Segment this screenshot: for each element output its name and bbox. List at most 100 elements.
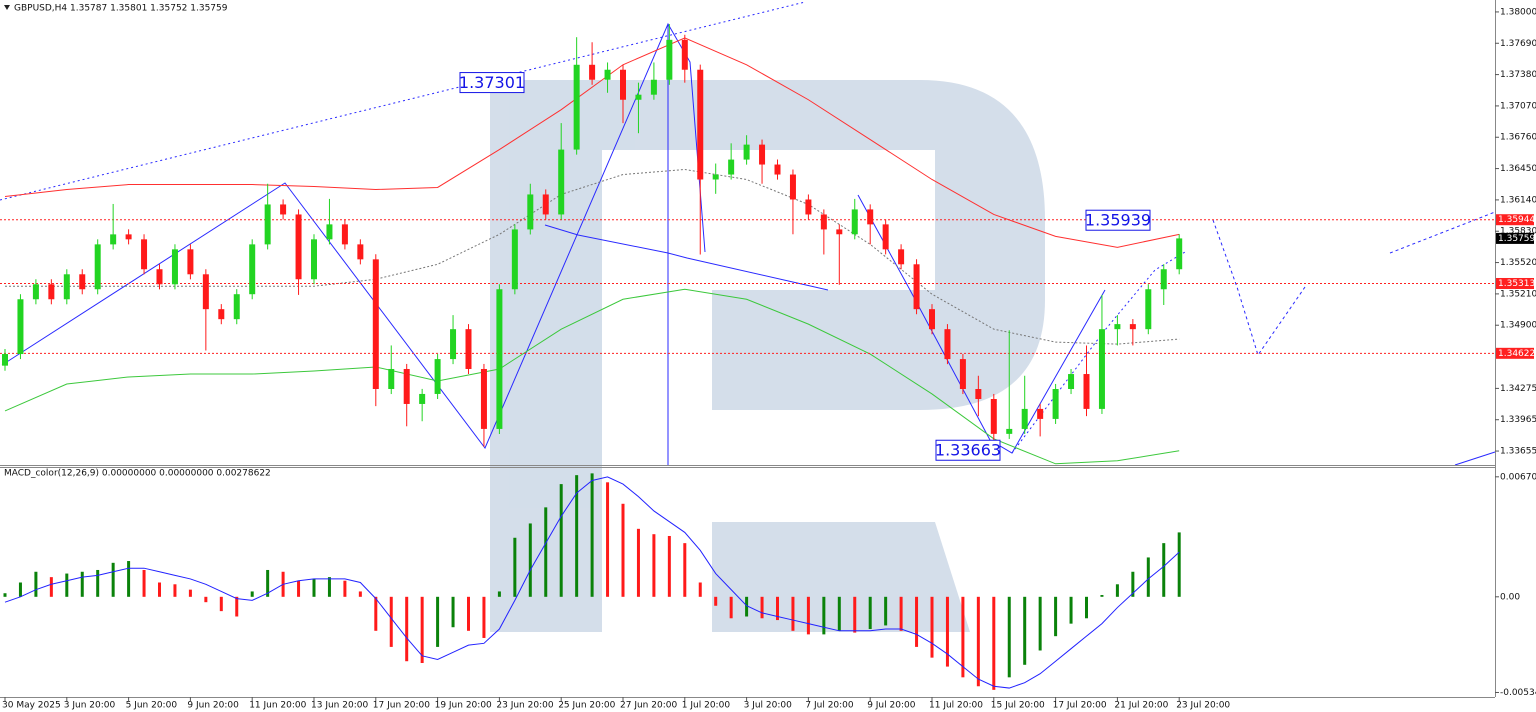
histogram-bar xyxy=(791,596,795,631)
histogram-bar xyxy=(451,596,455,628)
histogram-bar xyxy=(945,596,949,667)
candle-body xyxy=(326,224,333,240)
x-tick-label: 3 Jul 20:00 xyxy=(744,701,793,711)
histogram-bar xyxy=(976,596,980,687)
histogram-bar xyxy=(497,591,501,597)
candle-body xyxy=(388,368,395,389)
candle-body xyxy=(125,234,132,240)
y-tick-label: 1.36760 xyxy=(1500,133,1536,143)
candle-body xyxy=(249,244,256,295)
histogram-bar xyxy=(358,591,362,597)
candle-body xyxy=(187,249,194,275)
histogram-bar xyxy=(1115,584,1119,597)
histogram-bar xyxy=(142,569,146,597)
y-tick-label: -0.0053473 xyxy=(1500,688,1536,698)
candle-body xyxy=(542,194,549,215)
histogram-bar xyxy=(204,596,208,603)
histogram-bar xyxy=(806,596,810,635)
histogram-bar xyxy=(1131,571,1135,597)
annotation-label: 1.35939 xyxy=(1085,211,1151,230)
histogram-bar xyxy=(1085,596,1088,619)
candle-body xyxy=(1145,289,1152,330)
histogram-bar xyxy=(420,596,424,664)
x-tick-label: 9 Jul 20:00 xyxy=(867,701,916,711)
x-tick-label: 3 Jun 20:00 xyxy=(64,701,116,711)
x-tick-label: 7 Jul 20:00 xyxy=(805,701,854,711)
candle-body xyxy=(1160,269,1167,290)
candle-body xyxy=(156,269,163,285)
histogram-bar xyxy=(1069,596,1073,624)
y-tick-label: 1.34900 xyxy=(1500,321,1536,331)
x-tick-label: 9 Jun 20:00 xyxy=(187,701,239,711)
candle-body xyxy=(805,199,812,215)
histogram-bar xyxy=(590,473,594,597)
y-tick-label: 1.38000 xyxy=(1500,7,1536,17)
histogram-bar xyxy=(915,596,919,647)
histogram-bar xyxy=(1007,596,1011,678)
y-tick-label: 1.37690 xyxy=(1500,39,1536,49)
histogram-bar xyxy=(374,596,378,631)
histogram-bar xyxy=(158,582,161,597)
y-tick-label: 1.37380 xyxy=(1500,70,1536,80)
x-tick-label: 11 Jun 20:00 xyxy=(249,701,306,711)
level-label: 1.35313 xyxy=(1498,279,1535,289)
x-tick-label: 21 Jul 20:00 xyxy=(1114,701,1168,711)
candle-body xyxy=(1129,324,1136,330)
histogram-bar xyxy=(559,484,563,597)
histogram-bar xyxy=(1038,596,1042,651)
x-tick-label: 5 Jun 20:00 xyxy=(126,701,178,711)
histogram-bar xyxy=(80,571,84,597)
annotation-box xyxy=(459,72,525,94)
histogram-bar xyxy=(436,596,440,647)
y-tick-label: 1.35520 xyxy=(1500,258,1536,268)
candle-body xyxy=(558,149,565,215)
watermark xyxy=(490,80,1045,632)
annotation-label: 1.33663 xyxy=(935,441,1001,460)
histogram-bar xyxy=(745,596,749,617)
annotation-label: 1.37301 xyxy=(459,73,525,92)
candle-body xyxy=(1006,428,1013,434)
candle-body xyxy=(202,274,209,310)
candle-body xyxy=(635,94,642,100)
level-label: 1.34622 xyxy=(1498,349,1535,359)
histogram-bar xyxy=(1162,543,1166,597)
histogram-bar xyxy=(327,577,331,597)
candle-body xyxy=(1176,238,1183,270)
current-price-label: 1.35759 xyxy=(1498,234,1535,244)
candle-body xyxy=(63,274,70,300)
histogram-bar xyxy=(899,596,903,631)
histogram-bar xyxy=(776,596,779,621)
histogram-bar xyxy=(111,562,115,597)
histogram-bar xyxy=(575,475,579,597)
histogram-bar xyxy=(343,580,347,597)
annotation-box xyxy=(935,439,1001,461)
moving-average xyxy=(5,168,1180,345)
analysis-lines xyxy=(0,1,1496,466)
y-tick-label: 1.34275 xyxy=(1500,384,1536,394)
histogram-bar xyxy=(297,580,301,597)
level-tag xyxy=(1496,347,1534,359)
histogram-bar xyxy=(65,573,69,597)
candle-body xyxy=(944,329,951,360)
candle-body xyxy=(743,144,750,160)
candle-body xyxy=(1068,374,1075,389)
histogram-bar xyxy=(405,596,409,662)
histogram-bar xyxy=(1100,595,1104,597)
histogram-bar xyxy=(698,582,702,597)
histogram-bar xyxy=(49,577,53,597)
histogram-bar xyxy=(96,569,100,597)
candle-body xyxy=(280,204,287,215)
histogram-bar xyxy=(837,596,841,631)
candle-body xyxy=(434,359,441,394)
candle-body xyxy=(975,388,982,400)
histogram-bar xyxy=(884,596,888,626)
histogram-bar xyxy=(606,482,610,597)
candle-body xyxy=(820,214,827,230)
menu-arrow xyxy=(4,5,10,10)
y-tick-label: 1.33965 xyxy=(1500,415,1536,425)
candle-body xyxy=(589,64,596,80)
candle-body xyxy=(17,299,24,355)
level-tag xyxy=(1496,277,1534,289)
y-tick-label: 1.35210 xyxy=(1500,289,1536,299)
histogram-bar xyxy=(992,596,996,690)
